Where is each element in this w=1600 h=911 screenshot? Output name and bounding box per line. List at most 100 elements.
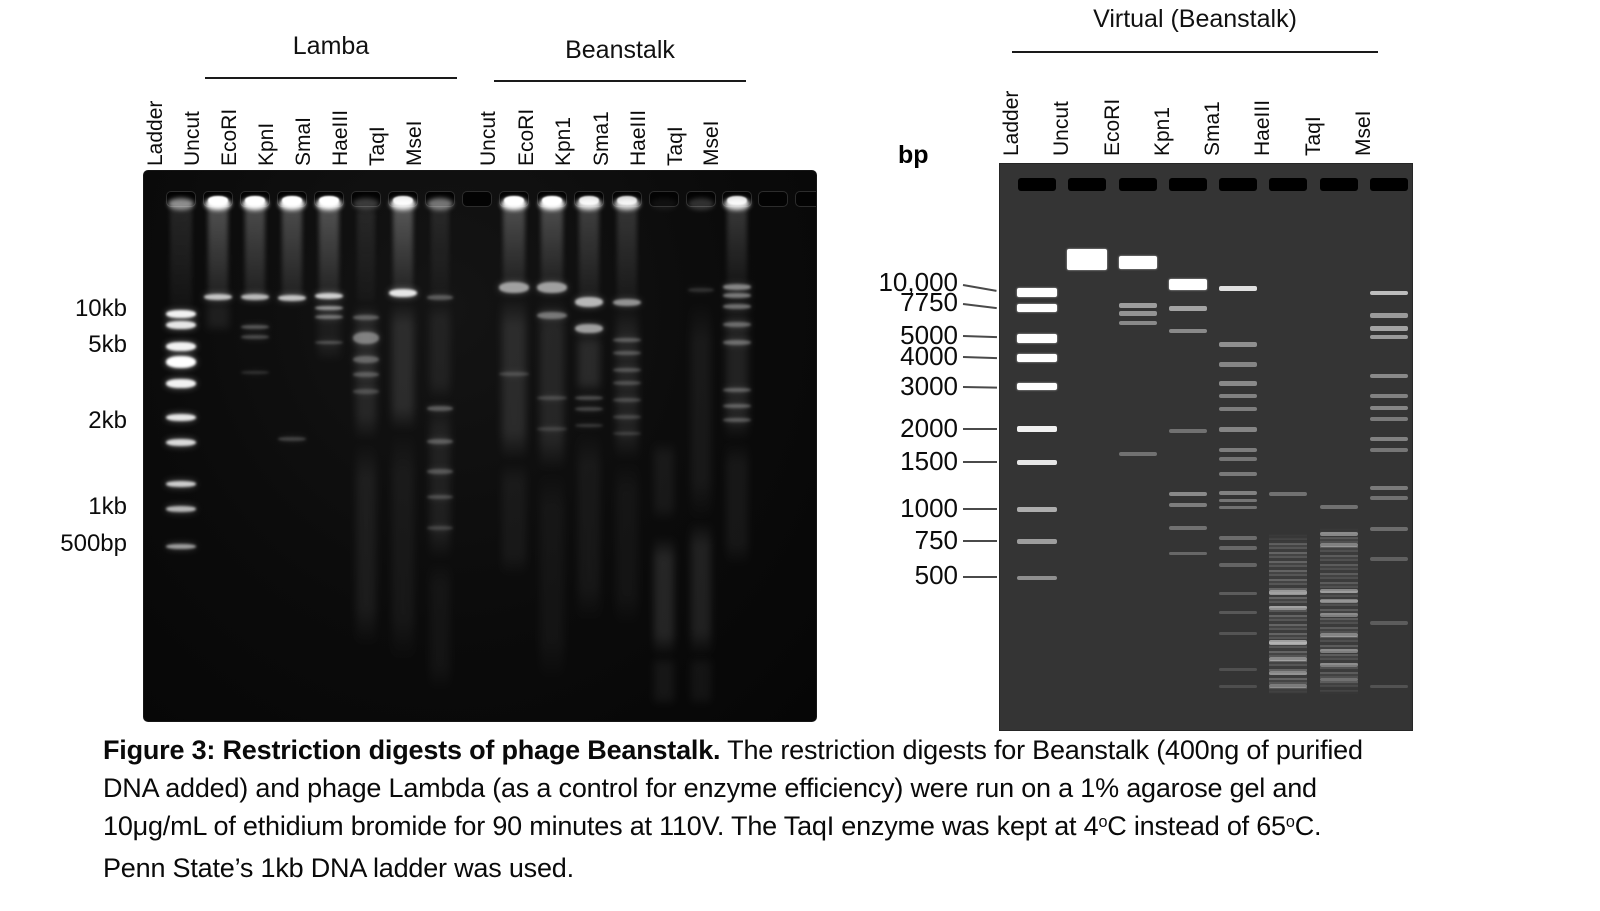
- size-marker: 1000: [900, 493, 958, 523]
- gel-well: [649, 191, 679, 207]
- gel-smear: [1320, 528, 1358, 695]
- gel-streak: [208, 203, 228, 299]
- gel-well: [1119, 178, 1157, 191]
- gel-band: [1119, 310, 1157, 316]
- gel-band: [1219, 610, 1257, 614]
- size-marker: 1kb: [88, 493, 127, 520]
- lambda-group-header: Lamba: [292, 32, 370, 60]
- gel-band: [688, 288, 714, 292]
- gel-band: [723, 339, 751, 345]
- gel-band: [1370, 417, 1408, 421]
- well-loading-glow: [727, 196, 747, 205]
- gel-smear: [654, 656, 674, 706]
- gel-band: [1017, 333, 1057, 343]
- gel-band: [1219, 667, 1257, 671]
- size-marker: 10,000: [878, 267, 958, 297]
- gel-band: [723, 303, 751, 309]
- gel-smear: [726, 301, 748, 441]
- gel-well: [758, 191, 788, 207]
- gel-well: [1269, 178, 1307, 191]
- gel-band: [1320, 505, 1358, 509]
- gel-band: [613, 415, 641, 419]
- gel-band: [1219, 498, 1257, 502]
- gel-smear: [540, 471, 564, 681]
- gel-band: [1370, 486, 1408, 490]
- gel-band: [1219, 684, 1257, 688]
- gel-band: [241, 294, 269, 300]
- gel-band: [166, 378, 196, 388]
- gel-well: [1169, 178, 1207, 191]
- gel-band: [1370, 291, 1408, 295]
- gel-band: [613, 351, 641, 355]
- gel-band: [1017, 426, 1057, 432]
- gel-streak: [319, 203, 339, 297]
- gel-streak: [431, 207, 449, 296]
- lane-label: MseI: [403, 120, 426, 166]
- caption-line: DNA added) and phage Lambda (as a contro…: [103, 769, 1511, 807]
- caption-bold-text: Figure 3: Restriction digests of phage B…: [103, 735, 721, 765]
- caption-text: C.: [1294, 811, 1322, 841]
- gel-band: [537, 427, 567, 431]
- caption-text: 10μg/mL of ethidium bromide for 90 minut…: [103, 811, 1099, 841]
- gel-band: [1017, 538, 1057, 544]
- gel-smear: [578, 333, 600, 393]
- well-loading-glow: [542, 196, 562, 205]
- gel-band: [1017, 304, 1057, 312]
- well-loading-glow: [353, 198, 379, 210]
- gel-band: [1370, 527, 1408, 531]
- size-marker: 10kb: [74, 295, 127, 322]
- lane-label: SmaI: [292, 116, 315, 166]
- gel-band: [575, 407, 603, 411]
- gel-smear: [392, 431, 414, 661]
- gel-band: [278, 295, 306, 301]
- lane-label: Ladder: [1000, 90, 1023, 156]
- gel-band: [723, 292, 751, 298]
- gel-band: [315, 293, 343, 299]
- beanstalk-group-underline: [494, 80, 746, 82]
- gel-band: [723, 284, 751, 290]
- size-marker: 3000: [900, 371, 958, 401]
- gel-band: [1320, 543, 1358, 547]
- virtual-gel-title: Virtual (Beanstalk): [1093, 5, 1297, 33]
- caption-line: Penn State’s 1kb DNA ladder was used.: [103, 849, 1511, 887]
- well-loading-glow: [319, 196, 339, 205]
- well-loading-glow: [282, 196, 302, 205]
- gel-smear: [616, 303, 638, 461]
- gel-band: [1169, 551, 1207, 555]
- gel-band: [1169, 429, 1207, 433]
- gel-band: [166, 438, 196, 446]
- gel-band: [537, 281, 567, 293]
- size-marker: 1500: [900, 446, 958, 476]
- gel-band: [613, 381, 641, 385]
- gel-band: [1219, 341, 1257, 347]
- gel-band: [1269, 657, 1307, 661]
- lane-label: Kpn1: [1151, 106, 1174, 156]
- marker-tick: [963, 461, 997, 463]
- gel-band: [1370, 335, 1408, 339]
- gel-band: [723, 388, 751, 392]
- gel-band: [1017, 354, 1057, 362]
- gel-band: [241, 325, 269, 329]
- lane-label: MseI: [700, 120, 723, 166]
- size-marker: 5kb: [88, 331, 127, 358]
- gel-band: [1017, 287, 1057, 297]
- gel-band: [613, 368, 641, 372]
- gel-band: [499, 372, 529, 376]
- gel-band: [353, 355, 379, 363]
- gel-band: [1017, 576, 1057, 580]
- gel-band: [1269, 606, 1307, 610]
- gel-band: [1320, 649, 1358, 653]
- gel-smear: [691, 656, 711, 706]
- gel-band: [166, 506, 196, 512]
- virtual-gel-title-underline: [1012, 51, 1378, 53]
- lane-label: Sma1: [1201, 101, 1224, 156]
- gel-band: [1067, 248, 1107, 270]
- gel-band: [1169, 305, 1207, 311]
- well-loading-glow: [393, 196, 413, 205]
- lane-label: TaqI: [366, 126, 389, 166]
- gel-band: [575, 297, 603, 307]
- gel-band: [166, 321, 196, 329]
- lambda-group-underline: [205, 77, 457, 79]
- size-marker: 2000: [900, 413, 958, 443]
- caption-line: Figure 3: Restriction digests of phage B…: [103, 731, 1511, 769]
